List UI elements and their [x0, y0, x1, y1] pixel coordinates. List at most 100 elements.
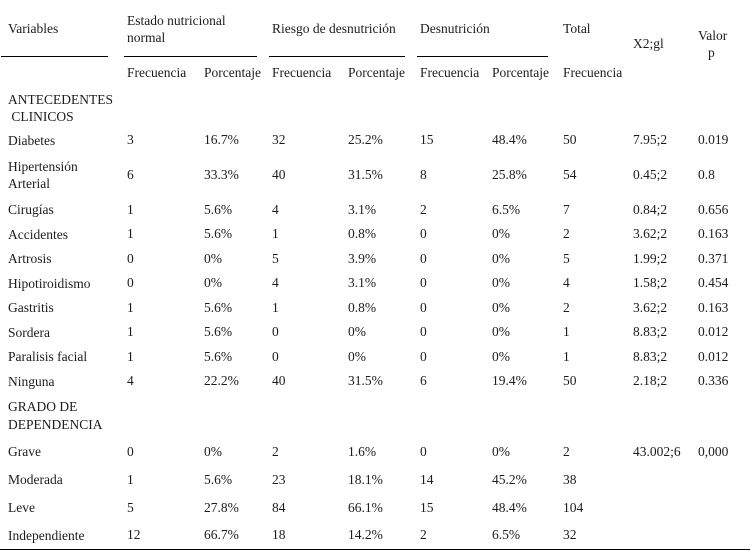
cell-value: 0.163 — [698, 299, 729, 315]
cell-value — [690, 494, 750, 522]
cell-value — [625, 522, 690, 550]
table-row: Grave 0 0% 2 1.6% 0 0% 2 43.002;6 0,000 — [0, 438, 750, 466]
cell-value: 0.8% — [348, 299, 377, 315]
cell-value: 14.2% — [348, 527, 383, 543]
cell-value: 2 — [563, 226, 570, 242]
header-group-riesgo-desnutricion: Riesgo de desnutrición — [264, 0, 412, 57]
cell-value: 1.6% — [348, 443, 377, 459]
header-valor-p: Valor p — [690, 0, 750, 88]
cell-value: 1 — [563, 348, 570, 364]
cell-value: 3.9% — [348, 250, 377, 266]
cell-value: 6 — [420, 373, 427, 389]
cell-value: 33.3% — [204, 167, 239, 182]
cell-value: 0 — [420, 250, 427, 266]
cell-value: 50 — [563, 373, 577, 389]
cell-value: 22.2% — [204, 373, 239, 389]
cell-value: 0% — [204, 443, 222, 459]
cell-value: 5 — [563, 250, 570, 266]
cell-value: 1 — [272, 299, 279, 315]
cell-value: 2.18;2 — [633, 373, 668, 389]
table-header: Variables Estado nutricional normal Ries… — [0, 0, 750, 88]
table-row: Accidentes 1 5.6% 1 0.8% 0 0% 2 3.62;2 0.163 — [0, 222, 750, 247]
cell-value: 0.371 — [698, 250, 729, 266]
table-row: Independiente 12 66.7% 18 14.2% 2 6.5% 32 — [0, 522, 750, 550]
section-title-row: GRADO DE DEPENDENCIA — [0, 394, 750, 438]
cell-value: 84 — [272, 499, 286, 515]
cell-value: 0.8 — [698, 167, 715, 182]
cell-value: 2 — [420, 201, 427, 217]
cell-value: 0 — [420, 226, 427, 242]
cell-value: 3 — [127, 132, 134, 148]
cell-value: 1 — [127, 324, 134, 340]
cell-value: 2 — [420, 527, 427, 543]
table-row: Gastritis 1 5.6% 1 0.8% 0 0% 2 3.62;2 0.163 — [0, 296, 750, 321]
cell-value: 0 — [420, 443, 427, 459]
row-label: Sordera — [8, 324, 50, 340]
cell-value: 15 — [420, 499, 434, 515]
cell-value: 5.6% — [204, 226, 233, 242]
table-row: Diabetes 3 16.7% 32 25.2% 15 48.4% 50 7.95;2 0.01… — [0, 128, 750, 153]
cell-value: 4 — [127, 373, 134, 389]
row-label: Artrosis — [8, 251, 52, 267]
cell-value: 0,000 — [698, 443, 729, 459]
cell-value — [625, 466, 690, 494]
table-row: Hipotiroidismo 0 0% 4 3.1% 0 0% 4 1.58;2 0.454 — [0, 271, 750, 296]
cell-value: 0% — [204, 250, 222, 266]
cell-value: 0% — [492, 348, 511, 364]
cell-value: 8 — [420, 167, 427, 182]
cell-value: 43.002;6 — [633, 443, 681, 459]
cell-value: 40 — [272, 167, 286, 182]
section-title-line: DEPENDENCIA — [8, 416, 103, 432]
cell-value: 0% — [492, 324, 511, 340]
cell-value: 48.4% — [492, 499, 527, 515]
cell-value: 3.1% — [348, 201, 377, 217]
cell-value: 1 — [127, 201, 134, 217]
cell-value: 1 — [127, 471, 134, 487]
cell-value: 0 — [420, 275, 427, 291]
cell-value: 3.62;2 — [633, 226, 668, 242]
table-row: Moderada 1 5.6% 23 18.1% 14 45.2% 38 — [0, 466, 750, 494]
cell-value: 0% — [348, 348, 366, 364]
cell-value: 18.1% — [348, 471, 383, 487]
cell-value: 0% — [492, 250, 511, 266]
section-title-line: CLINICOS — [8, 109, 74, 124]
row-label: Ninguna — [8, 373, 55, 389]
subheader-porcentaje-desnutricion: Porcentaje — [492, 64, 549, 80]
cell-value: 0.163 — [698, 226, 729, 242]
cell-value — [690, 466, 750, 494]
cell-value: 38 — [563, 471, 577, 487]
header-group-desnutricion: Desnutrición — [412, 0, 555, 57]
cell-value: 1 — [127, 226, 134, 242]
table-row: Cirugías 1 5.6% 4 3.1% 2 6.5% 7 0.84;2 0.656 — [0, 198, 750, 223]
cell-value: 5 — [272, 250, 279, 266]
table-row: Ninguna 4 22.2% 40 31.5% 6 19.4% 50 2.18;2 0.336 — [0, 369, 750, 394]
subheader-frecuencia-estado: Frecuencia — [127, 64, 187, 80]
cell-value: 27.8% — [204, 499, 239, 515]
cell-value: 5.6% — [204, 324, 233, 340]
cell-value — [625, 494, 690, 522]
cell-value: 0.8% — [348, 226, 377, 242]
cell-value: 0.454 — [698, 275, 729, 291]
cell-value: 0% — [492, 226, 511, 242]
cell-value: 0% — [204, 275, 222, 291]
cell-value: 6 — [127, 167, 134, 182]
cell-value: 25.8% — [492, 167, 527, 182]
cell-value: 2 — [563, 443, 570, 459]
subheader-frecuencia-desnutricion: Frecuencia — [420, 64, 480, 80]
section-title: ANTECEDENTES CLINICOS — [0, 88, 750, 128]
subheader-porcentaje-riesgo: Porcentaje — [348, 64, 405, 80]
cell-value: 0.84;2 — [633, 201, 668, 217]
cell-value: 5 — [127, 499, 134, 515]
cell-value: 18 — [272, 527, 286, 543]
cell-value: 104 — [563, 499, 584, 515]
cell-value: 40 — [272, 373, 286, 389]
cell-value: 7 — [563, 201, 570, 217]
cell-value: 3.1% — [348, 275, 377, 291]
header-total: Total — [563, 20, 591, 36]
table-section: GRADO DE DEPENDENCIA Grave 0 0% 2 1.6% 0 0% 2 43.0… — [0, 394, 750, 550]
cell-value: 4 — [563, 275, 570, 291]
section-title-line: ANTECEDENTES — [8, 91, 113, 107]
cell-value: 66.7% — [204, 527, 239, 543]
cell-value: 0.656 — [698, 201, 729, 217]
